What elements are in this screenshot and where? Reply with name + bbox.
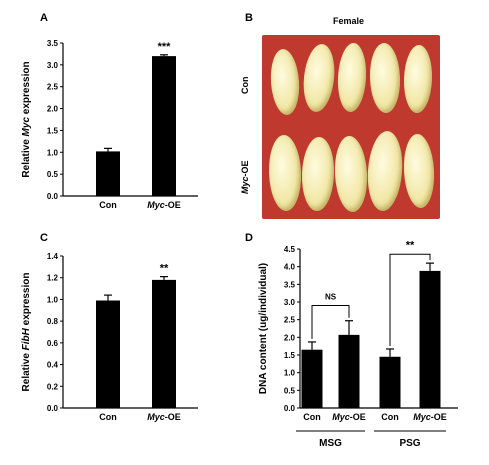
panel-label-b: B: [245, 12, 253, 24]
y-tick-label-a: 1.0: [47, 148, 59, 157]
bar-a-2: [152, 56, 176, 196]
y-tick-label-a: 2.0: [47, 105, 59, 114]
y-tick-label-a: 3.5: [47, 39, 59, 48]
panel-label-a: A: [40, 12, 48, 24]
x-tick-label-a-2: Myc-OE: [147, 200, 181, 210]
y-tick-label-c: 0.0: [47, 404, 59, 413]
y-tick-label-d: 2.5: [284, 316, 296, 325]
y-tick-label-d: 1.0: [284, 369, 296, 378]
bar-d-3: [379, 356, 401, 408]
y-tick-label-a: 0.0: [47, 192, 59, 201]
y-tick-label-a: 1.5: [47, 126, 59, 135]
bar-a-1: [96, 151, 120, 196]
panel-label-d: D: [245, 232, 253, 244]
y-tick-label-d: 3.0: [284, 298, 296, 307]
x-tick-label-d-1: Con: [303, 412, 321, 422]
comparison-label-1: NS: [325, 293, 337, 302]
y-tick-label-a: 2.5: [47, 83, 59, 92]
x-tick-label-c-1: Con: [99, 412, 117, 422]
comparison-label-2: **: [406, 239, 415, 251]
significance-c-2: **: [160, 263, 169, 275]
y-tick-label-c: 1.0: [47, 295, 59, 304]
x-tick-label-d-4: Myc-OE: [413, 412, 447, 422]
comparison-bracket-2: [389, 253, 431, 346]
y-tick-label-c: 0.8: [47, 317, 59, 326]
x-tick-label-d-3: Con: [381, 412, 399, 422]
x-tick-label-a-1: Con: [99, 200, 117, 210]
y-tick-label-d: 1.5: [284, 351, 296, 360]
bar-d-2: [338, 334, 360, 408]
y-tick-label-c: 0.4: [47, 361, 59, 370]
y-tick-label-d: 0.5: [284, 386, 296, 395]
y-tick-label-c: 0.2: [47, 382, 59, 391]
y-tick-label-d: 2.0: [284, 333, 296, 342]
comparison-bracket-1: [311, 305, 350, 339]
x-tick-label-d-2: Myc-OE: [332, 412, 366, 422]
y-tick-label-a: 3.0: [47, 61, 59, 70]
photo-title: Female: [333, 16, 365, 26]
x-tick-label-c-2: Myc-OE: [147, 412, 181, 422]
y-tick-label-c: 1.2: [47, 274, 59, 283]
y-tick-label-d: 3.5: [284, 280, 296, 289]
y-tick-label-c: 0.6: [47, 339, 59, 348]
bar-c-1: [96, 300, 120, 408]
bar-c-2: [152, 279, 176, 408]
y-axis-label-c: Relative FibH expression: [21, 273, 32, 392]
y-tick-label-d: 0.0: [284, 404, 296, 413]
panel-label-c: C: [40, 232, 48, 244]
bar-d-4: [419, 270, 441, 408]
group-label-1: MSG: [319, 438, 342, 449]
significance-a-2: ***: [158, 41, 172, 53]
y-axis-label-d: DNA content (ug/individual): [258, 263, 269, 394]
cocoon-photo: [262, 35, 440, 219]
y-tick-label-d: 4.5: [284, 245, 296, 254]
y-tick-label-c: 1.4: [47, 252, 59, 261]
group-label-2: PSG: [399, 438, 420, 449]
bar-d-1: [301, 349, 323, 408]
y-tick-label-a: 0.5: [47, 170, 59, 179]
y-axis-label-a: Relative Myc expression: [21, 61, 32, 177]
y-tick-label-d: 4.0: [284, 263, 296, 272]
